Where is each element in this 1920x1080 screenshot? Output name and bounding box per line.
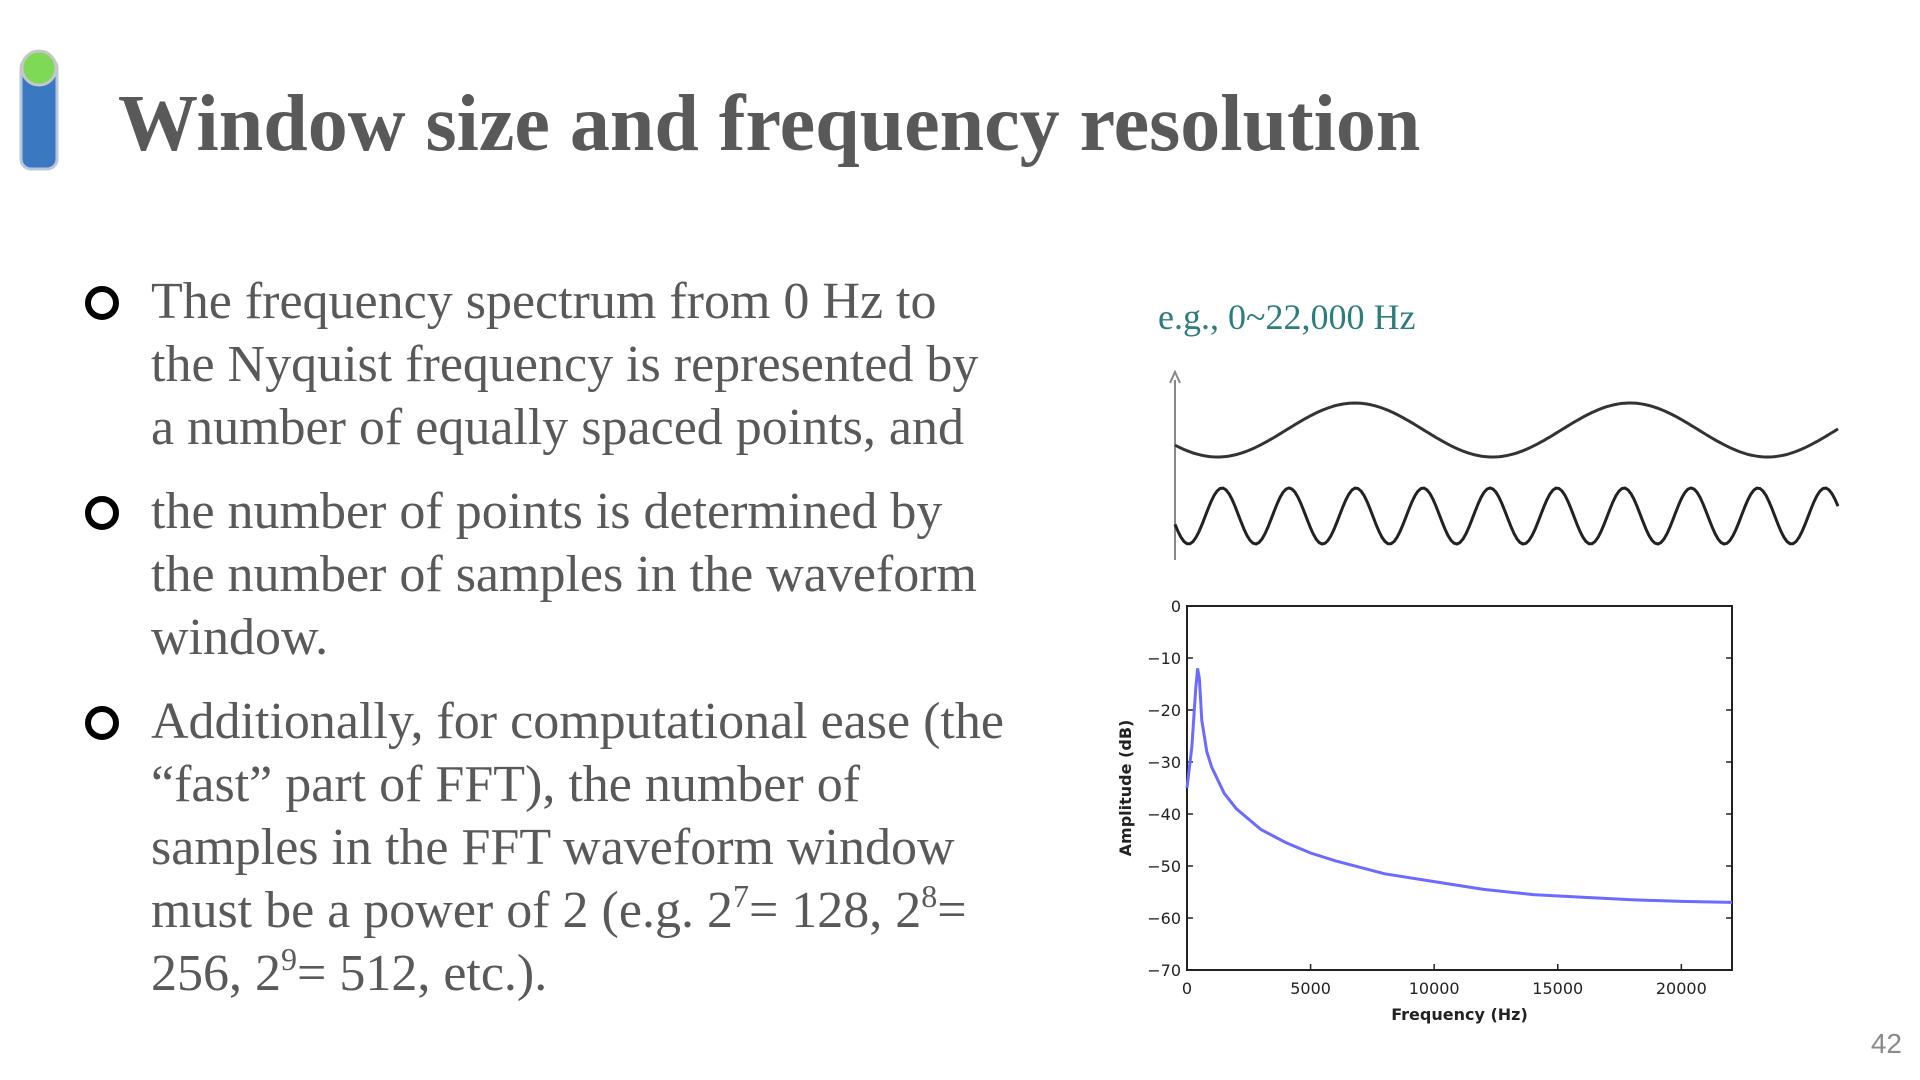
y-tick-label: −30 — [1147, 753, 1181, 772]
y-axis-title: Amplitude (dB) — [1116, 720, 1135, 857]
bullet-text: Additionally, for computational ease (th… — [151, 693, 1004, 1002]
x-tick-label: 20000 — [1656, 979, 1707, 998]
waveform-axis-arrow — [1169, 370, 1181, 384]
frequency-spectrum-chart: 0 −10 −20 −30 −40 −50 −60 −70 0 5000 10000 15000 20… — [1116, 597, 1733, 1024]
bullet-text: The frequency spectrum from 0 Hz to the … — [151, 273, 979, 456]
frequency-range-annotation: e.g., 0~22,000 Hz — [1158, 297, 1416, 337]
circle-bullet-icon — [85, 706, 119, 740]
high-frequency-sine-wave — [1173, 486, 1840, 546]
x-tick-label: 0 — [1182, 979, 1192, 998]
circle-bullet-icon — [85, 286, 119, 320]
slide-title: Window size and frequency resolution — [118, 80, 1421, 168]
y-tick-label: −20 — [1147, 701, 1181, 720]
y-tick-label: −60 — [1147, 909, 1181, 928]
x-axis-title: Frequency (Hz) — [1391, 1005, 1528, 1024]
x-axis-ticks: 0 5000 10000 15000 20000 — [1182, 964, 1707, 998]
y-tick-label: −70 — [1147, 961, 1181, 980]
bullet-list: The frequency spectrum from 0 Hz to the … — [80, 270, 1070, 1026]
spectrum-line — [1185, 668, 1733, 904]
low-frequency-sine-wave — [1174, 401, 1839, 459]
x-tick-label: 15000 — [1532, 979, 1583, 998]
title-accent-marker — [19, 49, 59, 171]
bullet-item: Additionally, for computational ease (th… — [80, 690, 1070, 1005]
circle-bullet-icon — [85, 496, 119, 530]
y-axis-ticks: 0 −10 −20 −30 −40 −50 −60 −70 — [1147, 597, 1732, 980]
y-tick-label: 0 — [1171, 597, 1181, 616]
page-number: 42 — [1870, 1028, 1902, 1059]
x-tick-label: 10000 — [1409, 979, 1460, 998]
waveform-illustration — [1169, 370, 1840, 560]
y-tick-label: −40 — [1147, 805, 1181, 824]
bullet-text: the number of points is determined by th… — [151, 483, 977, 666]
bullet-item: the number of points is determined by th… — [80, 480, 1070, 669]
y-tick-label: −50 — [1147, 857, 1181, 876]
x-tick-label: 5000 — [1290, 979, 1331, 998]
bullet-item: The frequency spectrum from 0 Hz to the … — [80, 270, 1070, 459]
y-tick-label: −10 — [1147, 649, 1181, 668]
plot-frame — [1186, 605, 1733, 971]
